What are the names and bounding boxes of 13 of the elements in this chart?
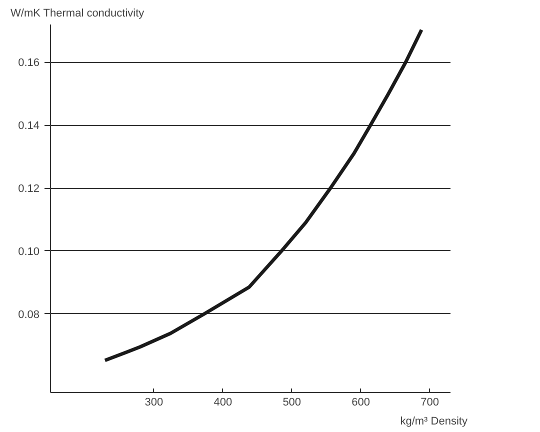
y-tick-label: 0.14 — [18, 120, 40, 132]
y-axis-title: W/mK Thermal conductivity — [10, 8, 145, 20]
line-series — [103, 28, 424, 362]
x-axis-title: kg/m³ Density — [400, 416, 468, 428]
y-tick-label: 0.08 — [18, 308, 40, 321]
x-tick-label: 500 — [282, 396, 302, 408]
x-tick-label: 300 — [144, 396, 164, 408]
y-tick-label: 0.16 — [18, 57, 40, 70]
x-tick-label: 600 — [352, 396, 370, 408]
y-tick-label: 0.10 — [18, 246, 40, 258]
y-tick-label: 0.12 — [18, 183, 40, 196]
x-tick-label: 400 — [214, 396, 232, 408]
x-tick-label: 700 — [420, 396, 439, 408]
